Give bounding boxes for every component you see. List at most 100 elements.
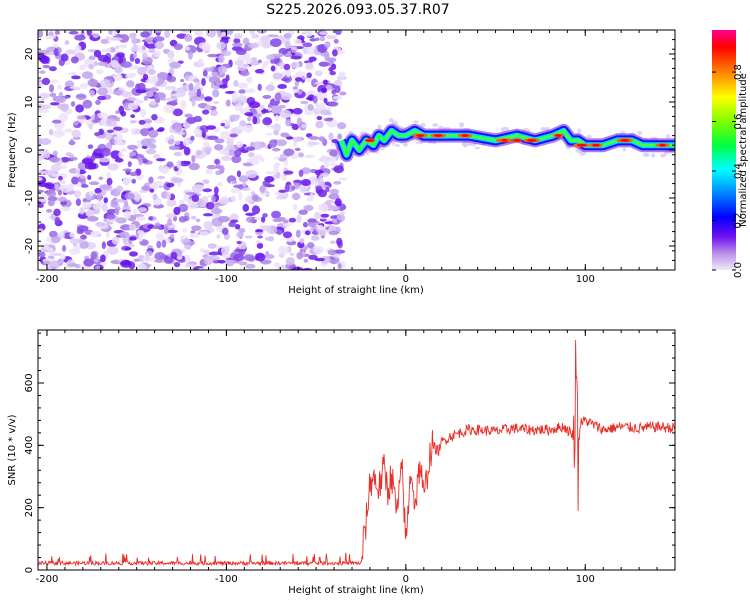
- spectrogram-ridge-halo: [642, 152, 650, 157]
- spectrogram-hotspot-peak: [592, 143, 600, 147]
- spectrogram-noise-cell: [90, 251, 98, 260]
- spectrogram-noise-cell: [236, 82, 249, 89]
- spectrogram-noise-cell: [214, 158, 220, 165]
- spectrogram-noise-cell: [100, 254, 106, 263]
- spectrogram-noise-cell: [242, 37, 250, 46]
- spectrogram-ridge-halo: [432, 123, 439, 127]
- spectrogram-noise-cell: [65, 49, 77, 55]
- spectrogram-noise-cell: [101, 147, 111, 157]
- spectrogram-noise-cell: [164, 97, 176, 101]
- spectrogram-noise-cell: [151, 75, 159, 84]
- spectrogram-noise-cell: [328, 205, 340, 211]
- spectrogram-noise-cell: [238, 192, 243, 201]
- spectrogram-noise-cell: [140, 128, 150, 137]
- spectrogram-noise-cell: [195, 218, 201, 223]
- spectrogram-noise-cell: [96, 69, 104, 75]
- spectrogram-noise-cell: [174, 140, 181, 146]
- spectrogram-noise-cell: [317, 189, 328, 198]
- spectrogram-noise-cell: [292, 107, 303, 115]
- spectrogram-noise-cell: [141, 138, 152, 147]
- spectrogram-noise-cell: [128, 65, 141, 71]
- spectrogram-noise-cell: [122, 168, 133, 172]
- spectrogram-noise-cell: [120, 61, 133, 68]
- spectrogram-noise-cell: [213, 144, 224, 151]
- spectrogram-noise-cell: [191, 154, 196, 163]
- spectrogram-noise-cell: [320, 213, 330, 218]
- spectrogram-noise-cell: [167, 138, 175, 145]
- spectrogram-noise-cell: [201, 77, 206, 87]
- spectrogram-noise-cell: [273, 123, 281, 132]
- spectrogram-noise-cell: [155, 158, 166, 162]
- spectrogram-frame: [37, 29, 676, 271]
- spectrogram-noise-cell: [309, 38, 317, 42]
- spectrogram-noise-cell: [234, 103, 243, 112]
- spectrogram-noise-cell: [249, 30, 255, 35]
- spectrogram-ridge-halo: [420, 123, 426, 128]
- spectrogram-noise-cell: [191, 225, 202, 231]
- spectrogram-noise-cell: [329, 70, 336, 76]
- spectrogram-noise-cell: [139, 49, 148, 54]
- spectrogram-noise-cell: [79, 175, 86, 179]
- spectrogram-y-axis-label: Frequency (Hz): [7, 112, 18, 188]
- spectrogram-noise-cell: [244, 112, 254, 117]
- spectrogram-hotspot-peak: [576, 143, 587, 147]
- spectrogram-noise-cell: [143, 95, 149, 101]
- spectrogram-noise-cell: [292, 136, 303, 143]
- spectrogram-noise-cell: [203, 249, 210, 255]
- spectrogram-noise-cell: [142, 52, 148, 60]
- spectrogram-noise-cell: [130, 114, 136, 119]
- spectrogram-noise-cell: [184, 263, 196, 268]
- spectrogram-noise-cell: [233, 253, 245, 262]
- spectrogram-noise-cell: [292, 192, 301, 201]
- spectrogram-noise-cell: [290, 154, 298, 160]
- spectrogram-noise-cell: [207, 53, 219, 58]
- spectrogram-noise-cell: [211, 195, 216, 203]
- spectrogram-noise-cell: [320, 87, 328, 94]
- spectrogram-noise-cell: [254, 69, 265, 74]
- spectrogram-noise-cell: [328, 132, 334, 141]
- spectrogram-noise-cell: [88, 190, 95, 197]
- spectrogram-noise-cell: [236, 240, 242, 245]
- spectrogram-hotspot-peak: [416, 134, 424, 137]
- spectrogram-noise-cell: [307, 218, 317, 224]
- spectrogram-noise-cell: [265, 250, 270, 257]
- colorbar-tick-label: 0.4: [733, 163, 744, 179]
- spectrogram-noise-cell: [123, 200, 129, 208]
- spectrogram-x-axis-label: Height of straight line (km): [288, 285, 424, 296]
- spectrogram-noise-cell: [48, 66, 57, 72]
- spectrogram-noise-cell: [315, 220, 320, 226]
- spectrogram-noise-cell: [122, 177, 132, 184]
- spectrogram-noise-cell: [168, 145, 181, 151]
- spectrogram-noise-cell: [256, 242, 264, 249]
- spectrogram-noise-cell: [255, 229, 264, 233]
- spectrogram-noise-cell: [255, 252, 266, 262]
- spectrogram-noise-cell: [149, 100, 157, 106]
- snr-panel: -200 -100 0 100 0 200 400 600 Height of straigh…: [7, 329, 676, 596]
- spectrogram-noise-cell: [53, 208, 61, 217]
- spectrogram-ridge-halo: [651, 153, 656, 158]
- spectrogram-noise-cell: [262, 41, 271, 49]
- colorbar-ticks: 0.0 0.2 0.4 0.6 0.8: [712, 64, 744, 278]
- spectrogram-noise-cell: [195, 184, 205, 188]
- spectrogram-noise-cell: [217, 259, 226, 264]
- spectrogram-noise-cell: [314, 81, 325, 85]
- spectrogram-noise-cell: [272, 72, 283, 80]
- spectrogram-noise-cell: [114, 208, 120, 216]
- spectrogram-noise-cell: [206, 170, 213, 175]
- spectrogram-noise-cell: [266, 225, 271, 233]
- spectrogram-noise-cell: [245, 263, 256, 269]
- spectrogram-noise-cell: [93, 60, 98, 67]
- spectrogram-ridge-halo: [377, 124, 382, 129]
- spectrogram-noise-cell: [274, 92, 282, 101]
- spectrogram-noise-cell: [329, 162, 338, 167]
- spectrogram-noise-cell: [311, 231, 319, 235]
- spectrogram-noise-cell: [86, 30, 92, 36]
- spectrogram-noise-cell: [173, 151, 182, 157]
- spectrogram-noise-cell: [277, 245, 290, 254]
- spectrogram-noise-cell: [259, 259, 272, 265]
- spectrogram-noise-cell: [118, 34, 130, 43]
- spectrogram-noise-cell: [173, 262, 181, 268]
- spectrogram-noise-cell: [205, 125, 217, 130]
- spectrogram-noise-cell: [101, 203, 108, 213]
- spectrogram-noise-cell: [53, 48, 59, 57]
